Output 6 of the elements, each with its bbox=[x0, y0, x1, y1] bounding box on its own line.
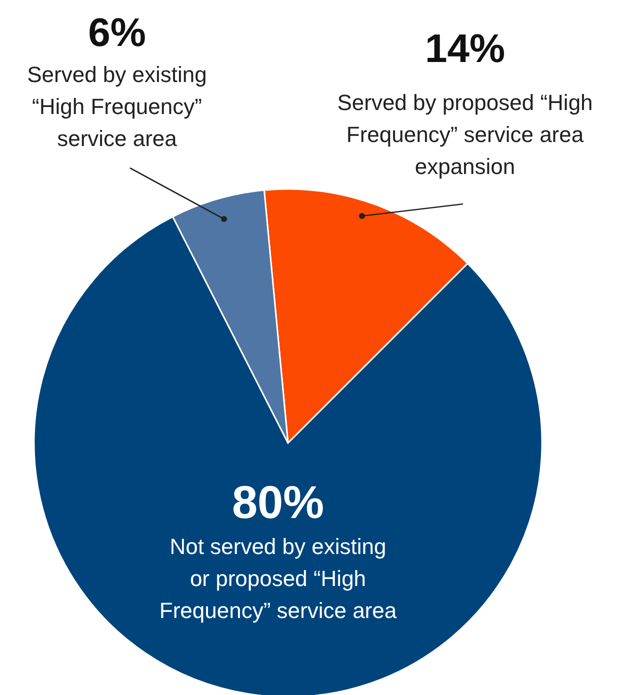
slice-label: Served by proposed “High Frequency” service area expansion bbox=[337, 90, 593, 179]
data-label: 80% bbox=[232, 476, 324, 528]
slice-label: Served by existing “High Frequency” service area bbox=[27, 62, 207, 151]
data-label: 14% bbox=[424, 27, 506, 71]
slice-label: Not served by existing or proposed “High Frequency” service area bbox=[159, 534, 398, 623]
data-label: 6% bbox=[88, 11, 146, 55]
